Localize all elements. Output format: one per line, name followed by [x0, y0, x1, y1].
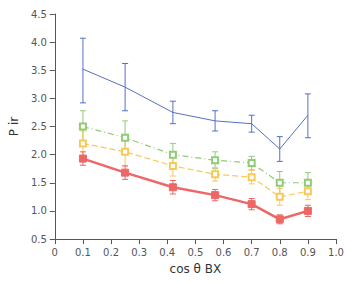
svg-text:0.3: 0.3: [131, 247, 147, 258]
svg-text:1.0: 1.0: [31, 205, 47, 216]
svg-text:0.5: 0.5: [187, 247, 203, 258]
svg-text:2.0: 2.0: [31, 149, 47, 160]
svg-text:cos θ BX: cos θ BX: [170, 262, 222, 276]
svg-text:0.7: 0.7: [244, 247, 260, 258]
svg-text:3.5: 3.5: [31, 65, 47, 76]
svg-text:1.5: 1.5: [31, 177, 47, 188]
svg-text:4.5: 4.5: [31, 9, 47, 20]
svg-text:1.0: 1.0: [328, 247, 344, 258]
svg-text:3.0: 3.0: [31, 93, 47, 104]
svg-text:4.0: 4.0: [31, 37, 47, 48]
svg-text:2.5: 2.5: [31, 121, 47, 132]
svg-text:0: 0: [52, 247, 58, 258]
svg-text:0.9: 0.9: [300, 247, 316, 258]
svg-text:0.6: 0.6: [216, 247, 232, 258]
svg-text:0.4: 0.4: [159, 247, 175, 258]
svg-text:0.5: 0.5: [31, 234, 47, 245]
svg-text:P ir: P ir: [7, 117, 21, 136]
svg-text:0.2: 0.2: [103, 247, 119, 258]
svg-text:0.1: 0.1: [75, 247, 91, 258]
svg-text:0.8: 0.8: [272, 247, 288, 258]
